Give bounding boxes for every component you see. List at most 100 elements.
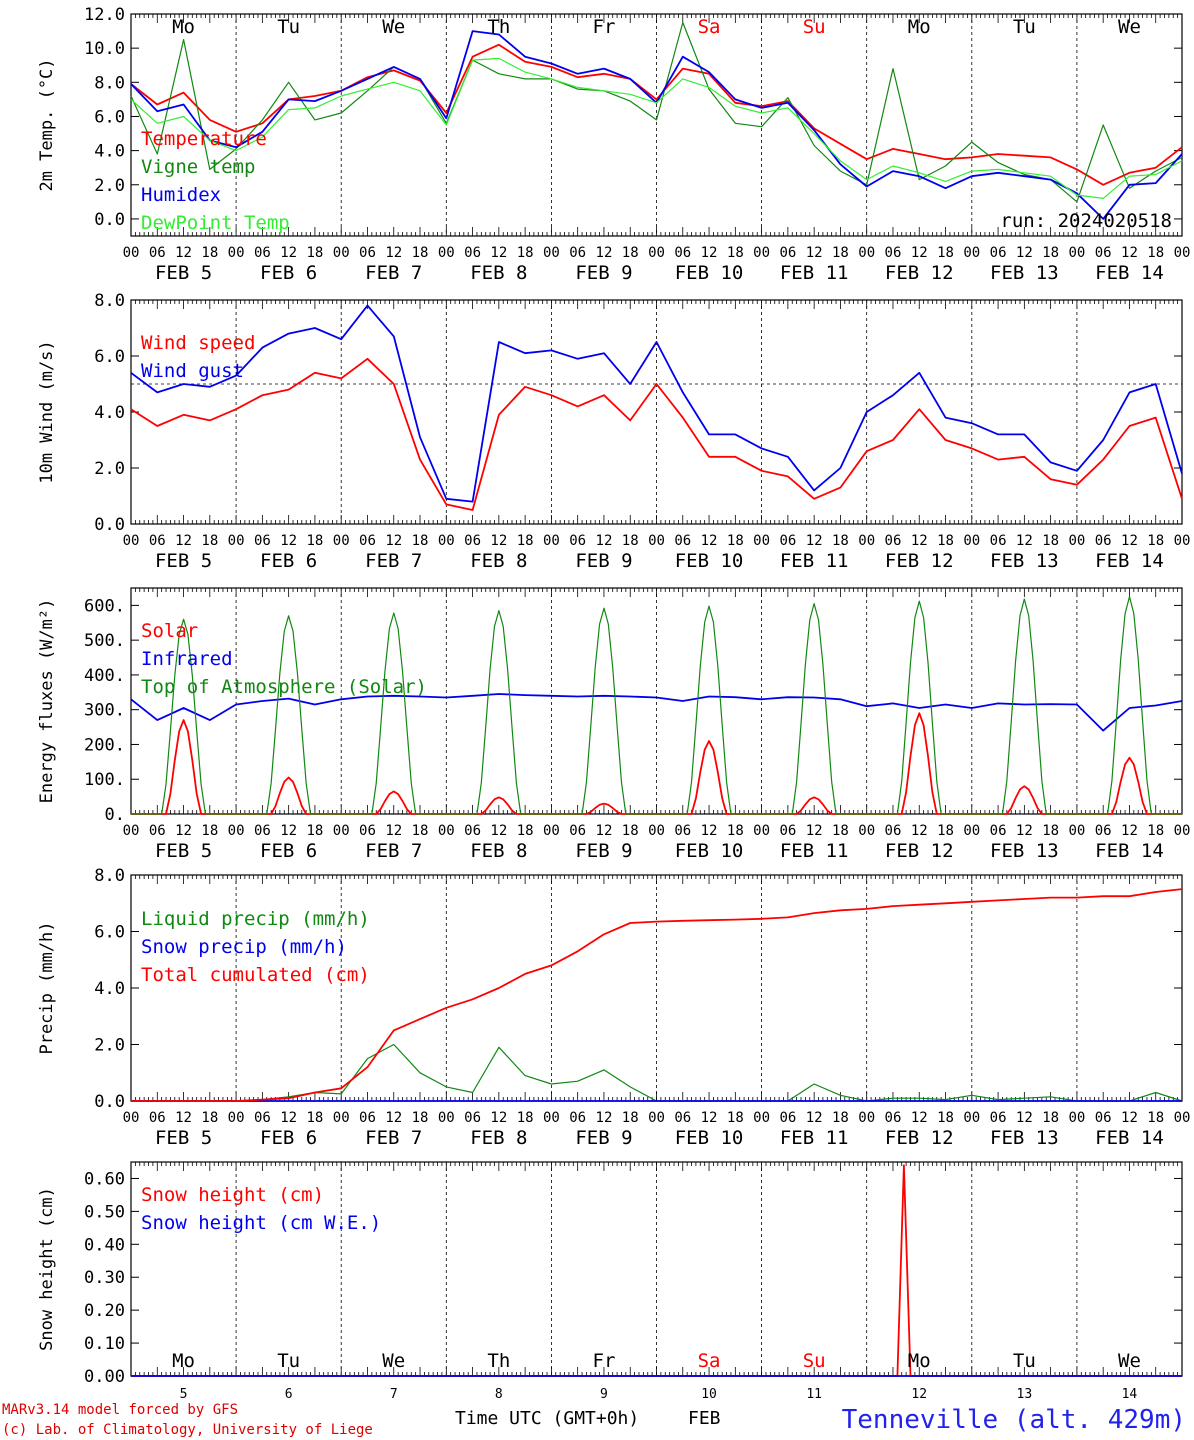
hour-tick-label: 12 [175,1110,192,1126]
hour-tick-label: 12 [175,245,192,261]
chart-panel-4: 0.0 2.0 4.0 6.0 8.0 Precip (mm/h) Liquid preci… [37,866,1190,1149]
hour-tick-label: 18 [832,823,849,839]
y-tick-label: 100. [84,770,125,790]
date-label: FEB 14 [1095,1127,1164,1149]
legend-entry: Vigne temp [141,156,255,178]
hour-tick-label: 06 [149,823,166,839]
hour-tick-label: 00 [543,1110,560,1126]
y-tick-label: 6.0 [94,347,125,367]
date-label: FEB 12 [885,550,954,572]
date-label: FEB 7 [365,840,422,862]
hour-tick-label: 06 [990,533,1007,549]
day-number-label: 12 [911,1387,927,1402]
hour-tick-label: 00 [648,823,665,839]
hour-tick-label: 12 [701,823,718,839]
legend-entry: Top of Atmosphere (Solar) [141,676,427,698]
hour-tick-label: 06 [674,1110,691,1126]
y-axis-label: Energy fluxes (W/m²) [37,599,57,804]
y-tick-label: 0.60 [84,1169,125,1189]
y-axis-label: Snow height (cm) [37,1187,57,1351]
time-axis-label: Time UTC (GMT+0h) [455,1408,639,1429]
date-label: FEB 5 [155,550,212,572]
y-tick-label: 0.10 [84,1334,125,1354]
y-axis-label: 2m Temp. (°C) [37,58,57,191]
y-tick-label: 10.0 [84,39,125,59]
hour-tick-label: 12 [385,823,402,839]
hour-tick-label: 18 [622,823,639,839]
date-label: FEB 8 [470,840,527,862]
hour-tick-label: 18 [412,533,429,549]
date-label: FEB 13 [990,1127,1059,1149]
hour-tick-label: 12 [701,1110,718,1126]
y-tick-label: 6.0 [94,923,125,943]
hour-tick-label: 06 [359,823,376,839]
day-number-label: 7 [390,1387,398,1402]
y-tick-label: 8.0 [94,291,125,311]
y-tick-label: 4.0 [94,979,125,999]
hour-tick-label: 18 [412,1110,429,1126]
date-label: FEB 9 [575,262,632,284]
hour-tick-label: 18 [622,245,639,261]
hour-tick-label: 00 [1068,823,1085,839]
hour-tick-label: 18 [832,1110,849,1126]
day-number-label: 10 [701,1387,717,1402]
y-tick-label: 2.0 [94,459,125,479]
legend-entry: Snow height (cm) [141,1184,324,1206]
hour-tick-label: 18 [727,533,744,549]
day-number-label: 6 [285,1387,293,1402]
hour-tick-label: 12 [806,1110,823,1126]
hour-tick-label: 06 [359,533,376,549]
chart-panel-1: 0.0 2.0 4.0 6.0 8.0 10.0 12.0 2m Temp. (°C) Temp… [37,5,1190,284]
hour-tick-label: 06 [885,533,902,549]
hour-tick-label: 00 [963,245,980,261]
hour-tick-label: 18 [517,823,534,839]
chart-panel-3: 0. 100. 200. 300. 400. 500. 600. Energy fluxes … [37,587,1190,862]
y-tick-label: 600. [84,596,125,616]
hour-tick-label: 00 [438,823,455,839]
weekday-label: Sa [698,16,721,38]
date-label: FEB 8 [470,262,527,284]
hour-tick-label: 18 [727,1110,744,1126]
hour-tick-label: 06 [149,1110,166,1126]
hour-tick-label: 18 [201,533,218,549]
y-tick-label: 0.0 [94,1092,125,1112]
hour-tick-label: 18 [622,1110,639,1126]
hour-tick-label: 18 [1042,823,1059,839]
hour-tick-label: 18 [1147,533,1164,549]
series-line-infrared [130,693,1183,732]
series-line-temperature [130,43,1183,186]
y-tick-label: 8.0 [94,73,125,93]
hour-tick-label: 06 [569,823,586,839]
hour-tick-label: 00 [1174,1110,1191,1126]
legend-entry: Total cumulated (cm) [141,964,370,986]
hour-tick-label: 18 [832,533,849,549]
hour-tick-label: 06 [990,1110,1007,1126]
hour-tick-label: 00 [333,245,350,261]
station-title: Tenneville (alt. 429m) [842,1405,1186,1435]
date-label: FEB 6 [260,262,317,284]
hour-tick-label: 00 [1174,245,1191,261]
hour-tick-label: 18 [201,245,218,261]
hour-tick-label: 00 [858,823,875,839]
date-label: FEB 10 [675,1127,744,1149]
hour-tick-label: 00 [753,1110,770,1126]
hour-tick-label: 12 [1121,1110,1138,1126]
hour-tick-label: 12 [385,1110,402,1126]
hour-tick-label: 18 [727,823,744,839]
y-tick-label: 0.0 [94,210,125,230]
hour-tick-label: 00 [963,1110,980,1126]
hour-tick-label: 06 [464,823,481,839]
legend-entry: Liquid precip (mm/h) [141,908,370,930]
date-label: FEB 13 [990,550,1059,572]
date-label: FEB 11 [780,1127,849,1149]
weekday-label: Tu [1013,16,1036,38]
y-tick-label: 0. [105,805,125,825]
series-line-wind-gust [130,304,1183,503]
weekday-label: We [1118,1350,1141,1372]
day-number-label: 14 [1122,1387,1138,1402]
weekday-label: Fr [593,16,616,38]
y-tick-label: 0.0 [94,515,125,535]
weekday-label: Mo [908,1350,931,1372]
hour-tick-label: 06 [359,1110,376,1126]
y-axis-label: 10m Wind (m/s) [37,340,57,483]
